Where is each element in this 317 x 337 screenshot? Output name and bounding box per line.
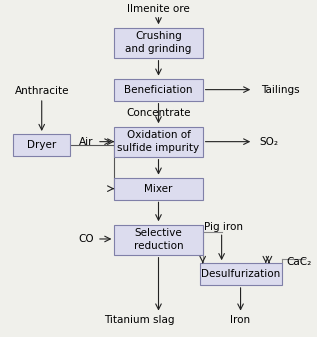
FancyBboxPatch shape <box>199 263 281 285</box>
Text: Pig iron: Pig iron <box>204 222 243 232</box>
Text: Ilmenite ore: Ilmenite ore <box>127 4 190 14</box>
Text: Beneficiation: Beneficiation <box>124 85 193 95</box>
Text: Crushing
and grinding: Crushing and grinding <box>125 31 192 54</box>
Text: Concentrate: Concentrate <box>126 108 191 118</box>
Text: Air: Air <box>79 136 94 147</box>
Text: Titanium slag: Titanium slag <box>104 315 175 325</box>
FancyBboxPatch shape <box>114 28 203 58</box>
Text: Anthracite: Anthracite <box>15 86 69 96</box>
Text: CaC₂: CaC₂ <box>286 257 312 268</box>
FancyBboxPatch shape <box>13 134 70 156</box>
Text: CO: CO <box>78 234 94 244</box>
Text: Desulfurization: Desulfurization <box>201 269 280 279</box>
Text: Dryer: Dryer <box>27 140 56 150</box>
FancyBboxPatch shape <box>114 224 203 255</box>
Text: SO₂: SO₂ <box>260 136 279 147</box>
FancyBboxPatch shape <box>114 178 203 200</box>
Text: Selective
reduction: Selective reduction <box>134 228 183 251</box>
Text: Iron: Iron <box>230 315 251 325</box>
Text: Mixer: Mixer <box>144 184 173 194</box>
FancyBboxPatch shape <box>114 79 203 100</box>
Text: Tailings: Tailings <box>261 85 300 95</box>
FancyBboxPatch shape <box>114 127 203 157</box>
Text: Oxidation of
sulfide impurity: Oxidation of sulfide impurity <box>117 130 200 153</box>
